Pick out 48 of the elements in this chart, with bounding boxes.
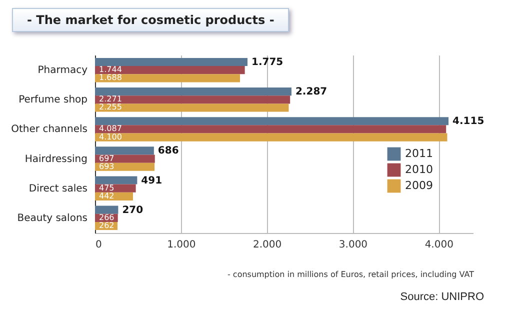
y-tick-label: Other channels	[11, 124, 88, 136]
x-tick-label: 4.000	[424, 240, 454, 250]
data-label: 270	[122, 204, 144, 216]
data-label: 686	[158, 146, 179, 157]
data-label: 266	[99, 212, 114, 222]
data-label: 262	[99, 221, 114, 230]
y-tick-label: Direct sales	[28, 183, 88, 194]
data-label: 1.688	[99, 73, 122, 82]
data-label: 475	[99, 183, 114, 192]
chart-title: - The market for cosmetic products -	[12, 8, 290, 32]
bar	[95, 74, 240, 82]
data-label: 442	[99, 191, 114, 200]
data-label: 693	[99, 162, 114, 171]
x-tick-label: 2.000	[253, 240, 282, 250]
x-tick-label: 3.000	[338, 240, 368, 250]
legend-label: 2011	[405, 147, 433, 160]
bar	[95, 104, 289, 112]
bar	[95, 58, 248, 66]
data-label: 1.744	[99, 65, 122, 74]
bar	[95, 66, 245, 74]
x-tick-label: 1.000	[167, 240, 196, 250]
bar	[95, 117, 449, 126]
y-tick-label: Perfume shop	[18, 94, 88, 106]
bar	[95, 206, 118, 214]
data-label: 4.087	[99, 124, 122, 134]
x-tick-label: 0	[96, 240, 102, 250]
legend-label: 2009	[405, 179, 433, 192]
data-label: 4.115	[452, 116, 484, 128]
y-tick-label: Pharmacy	[38, 65, 88, 76]
bar	[95, 146, 154, 155]
data-label: 2.271	[99, 94, 122, 104]
legend-label: 2010	[405, 163, 433, 176]
data-label: 1.775	[251, 57, 284, 68]
data-label: 4.100	[99, 132, 122, 142]
data-label: 2.255	[99, 102, 122, 112]
bar	[95, 176, 138, 184]
source-note: Source: UNIPRO	[400, 291, 484, 303]
bar	[95, 125, 446, 134]
data-label: 2.287	[295, 86, 328, 98]
data-label: 491	[141, 175, 162, 186]
bar	[95, 96, 290, 104]
bar	[95, 88, 292, 96]
text: - consumption in millions of Euros, retail prices, including VAT	[227, 270, 474, 279]
bar	[95, 133, 448, 142]
y-tick-label: Beauty salons	[17, 212, 88, 224]
bar	[95, 154, 155, 163]
data-label: 697	[99, 154, 114, 163]
y-tick-label: Hairdressing	[24, 154, 88, 165]
